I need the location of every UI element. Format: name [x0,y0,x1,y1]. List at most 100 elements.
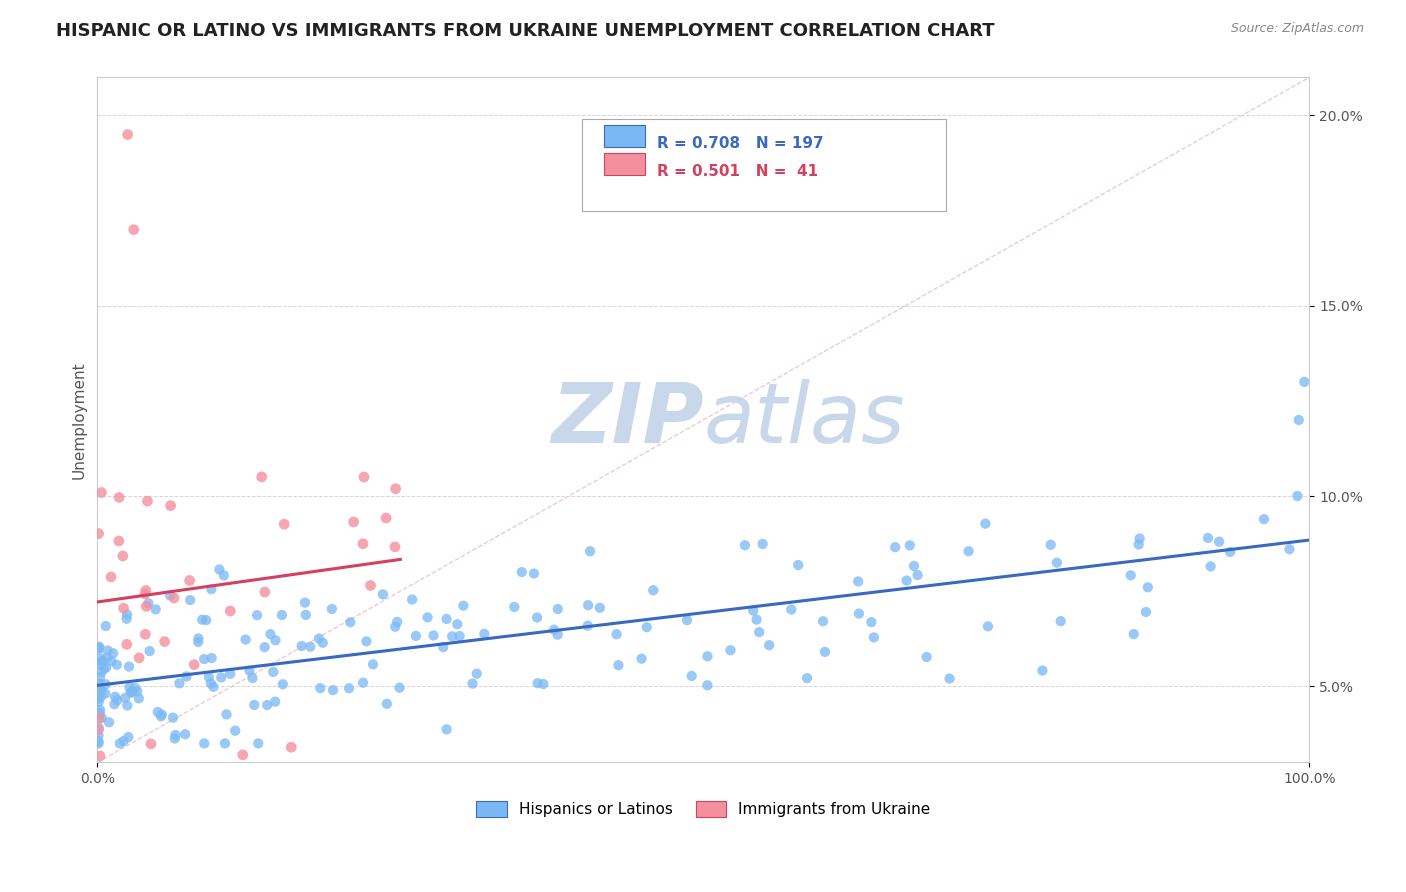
Point [100,654,122,668]
Point [299,640,322,654]
Point [87,729,110,743]
Point [860,615,883,629]
Point [375,697,398,711]
Point [115,637,138,651]
Point [89,703,111,717]
Text: HISPANIC OR LATINO VS IMMIGRANTS FROM UKRAINE UNEMPLOYMENT CORRELATION CHART: HISPANIC OR LATINO VS IMMIGRANTS FROM UK… [56,22,995,40]
Point [321,602,343,616]
Point [309,681,332,696]
Point [105,657,128,672]
Point [87,526,110,541]
Point [145,602,167,616]
Point [193,736,215,750]
Point [90,690,112,704]
Point [676,613,699,627]
Point [1039,538,1062,552]
Point [903,558,925,573]
Point [174,727,197,741]
Point [200,676,222,690]
Point [360,578,382,592]
Point [472,627,495,641]
Point [898,538,921,552]
Point [146,705,169,719]
Point [87,723,110,737]
Point [87,720,110,734]
Point [253,585,276,599]
Point [93,662,115,676]
Point [503,599,526,614]
Point [89,816,111,830]
Point [977,619,1000,633]
Text: ZIP: ZIP [551,379,703,460]
Point [138,644,160,658]
Point [523,566,546,581]
Point [247,736,270,750]
Point [232,747,254,762]
Point [101,646,124,660]
Point [291,639,314,653]
Point [384,540,406,554]
Point [162,711,184,725]
Point [814,645,837,659]
Point [117,128,139,142]
Point [183,657,205,672]
Point [97,643,120,657]
Point [441,629,464,643]
Text: R = 0.501   N =  41: R = 0.501 N = 41 [657,164,818,178]
Point [183,763,205,777]
Point [91,654,114,668]
Point [422,628,444,642]
Point [104,690,127,704]
Point [87,642,110,657]
Point [198,670,221,684]
Point [796,671,818,685]
Point [163,731,186,746]
Point [579,544,602,558]
Point [846,574,869,589]
Point [436,723,458,737]
Point [384,482,406,496]
Point [337,681,360,696]
Point [295,607,318,622]
Point [352,675,374,690]
Point [94,619,117,633]
Point [280,740,302,755]
Point [547,602,569,616]
Point [1135,605,1157,619]
Point [94,687,117,701]
Point [720,643,742,657]
Point [884,540,907,554]
Point [361,657,384,672]
Point [117,698,139,713]
Point [219,604,242,618]
Point [90,654,112,668]
Point [446,617,468,632]
Point [159,499,181,513]
Point [863,631,886,645]
Point [115,607,138,622]
Point [461,676,484,690]
Point [547,627,569,641]
Legend: Hispanics or Latinos, Immigrants from Ukraine: Hispanics or Latinos, Immigrants from Uk… [470,795,936,823]
FancyBboxPatch shape [582,119,946,211]
Point [121,684,143,698]
Point [169,676,191,690]
Point [121,685,143,699]
Point [200,582,222,596]
Point [1219,545,1241,559]
Point [96,650,118,665]
Point [112,601,135,615]
Point [176,669,198,683]
Point [262,665,284,679]
Point [526,676,548,690]
Point [238,664,260,678]
Point [636,620,658,634]
Point [108,736,131,750]
Point [135,599,157,614]
FancyBboxPatch shape [605,153,645,175]
Point [191,613,214,627]
Point [149,709,172,723]
Point [384,620,406,634]
Point [202,680,225,694]
Point [120,686,142,700]
